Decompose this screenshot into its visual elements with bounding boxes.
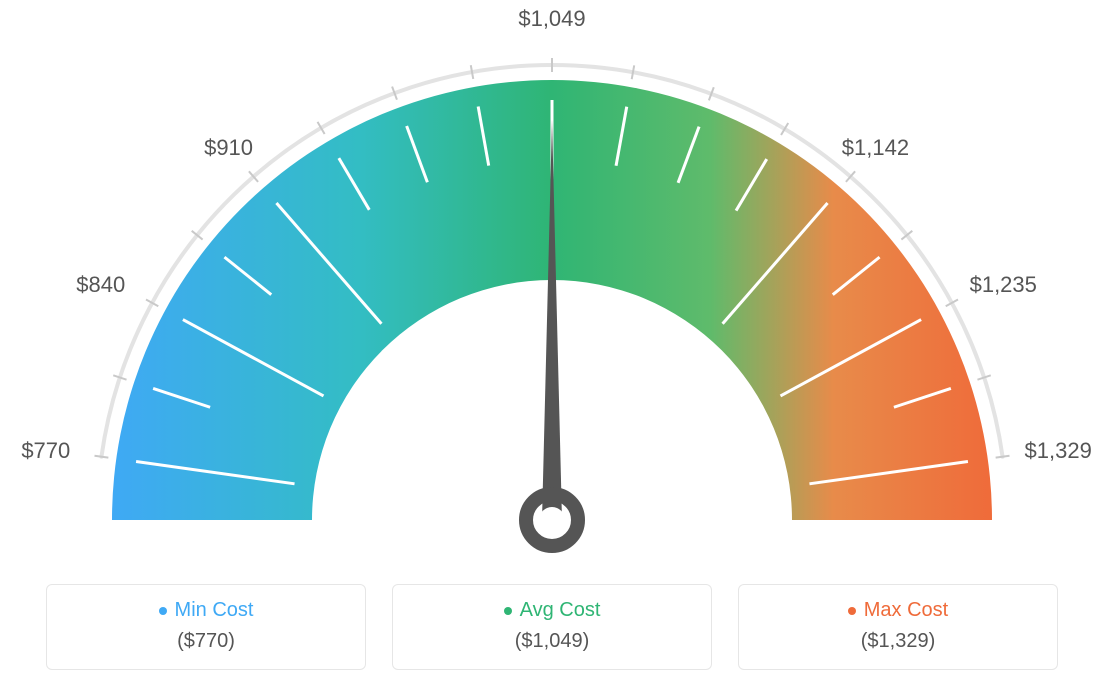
gauge-tick-label: $1,235: [970, 272, 1037, 298]
legend-title-text: Avg Cost: [520, 599, 601, 622]
gauge-tick-label: $1,142: [842, 135, 909, 161]
gauge-tick-label: $840: [76, 272, 125, 298]
legend-card-max: Max Cost ($1,329): [738, 584, 1058, 670]
legend-title-avg: Avg Cost: [504, 599, 601, 622]
legend-title-min: Min Cost: [159, 599, 254, 622]
legend-value-avg: ($1,049): [393, 630, 711, 653]
legend-title-text: Max Cost: [864, 599, 948, 622]
legend-dot-min: [159, 607, 167, 615]
legend-card-avg: Avg Cost ($1,049): [392, 584, 712, 670]
gauge-tick-label: $910: [204, 135, 253, 161]
legend-row: Min Cost ($770) Avg Cost ($1,049) Max Co…: [0, 584, 1104, 670]
legend-value-max: ($1,329): [739, 630, 1057, 653]
legend-title-text: Min Cost: [175, 599, 254, 622]
legend-dot-avg: [504, 607, 512, 615]
gauge-tick-label: $1,329: [1025, 438, 1092, 464]
gauge-svg: [0, 0, 1104, 560]
legend-title-max: Max Cost: [848, 599, 948, 622]
legend-card-min: Min Cost ($770): [46, 584, 366, 670]
legend-dot-max: [848, 607, 856, 615]
gauge-tick-label: $770: [21, 438, 70, 464]
gauge-chart: $770 $840 $910 $1,049 $1,142 $1,235 $1,329: [0, 0, 1104, 560]
gauge-tick-label: $1,049: [518, 6, 585, 32]
legend-value-min: ($770): [47, 630, 365, 653]
